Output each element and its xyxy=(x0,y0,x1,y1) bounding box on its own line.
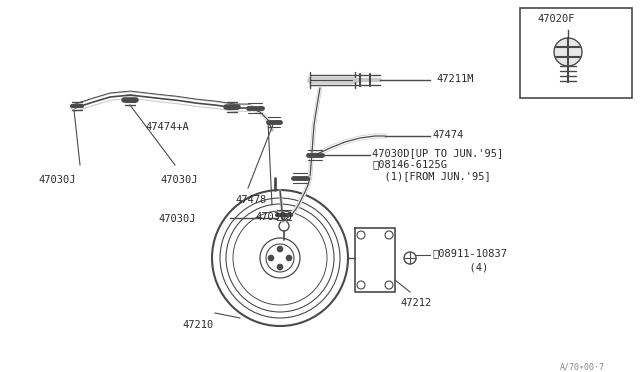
Text: ⒲08911-10837
      (4): ⒲08911-10837 (4) xyxy=(432,248,507,272)
Text: 47478: 47478 xyxy=(235,195,266,205)
Circle shape xyxy=(277,246,283,252)
Text: 47030J: 47030J xyxy=(255,212,292,222)
Text: 47474+A: 47474+A xyxy=(145,122,189,132)
Text: 47030J: 47030J xyxy=(158,214,195,224)
Text: 47212: 47212 xyxy=(400,298,431,308)
Circle shape xyxy=(268,255,274,261)
Circle shape xyxy=(286,255,292,261)
Text: A/70∗00·7: A/70∗00·7 xyxy=(560,362,605,371)
Circle shape xyxy=(277,264,283,270)
Text: 47030J: 47030J xyxy=(160,175,198,185)
Text: 47020F: 47020F xyxy=(537,14,575,24)
Circle shape xyxy=(554,38,582,66)
Text: 47030J: 47030J xyxy=(38,175,76,185)
Text: 47211M: 47211M xyxy=(436,74,474,84)
Bar xyxy=(520,8,632,98)
Text: 47210: 47210 xyxy=(182,320,213,330)
Text: 47474: 47474 xyxy=(432,130,463,140)
Text: 47030D[UP TO JUN.'95]
⒲08146-6125G
  (1)[FROM JUN.'95]: 47030D[UP TO JUN.'95] ⒲08146-6125G (1)[F… xyxy=(372,148,503,181)
